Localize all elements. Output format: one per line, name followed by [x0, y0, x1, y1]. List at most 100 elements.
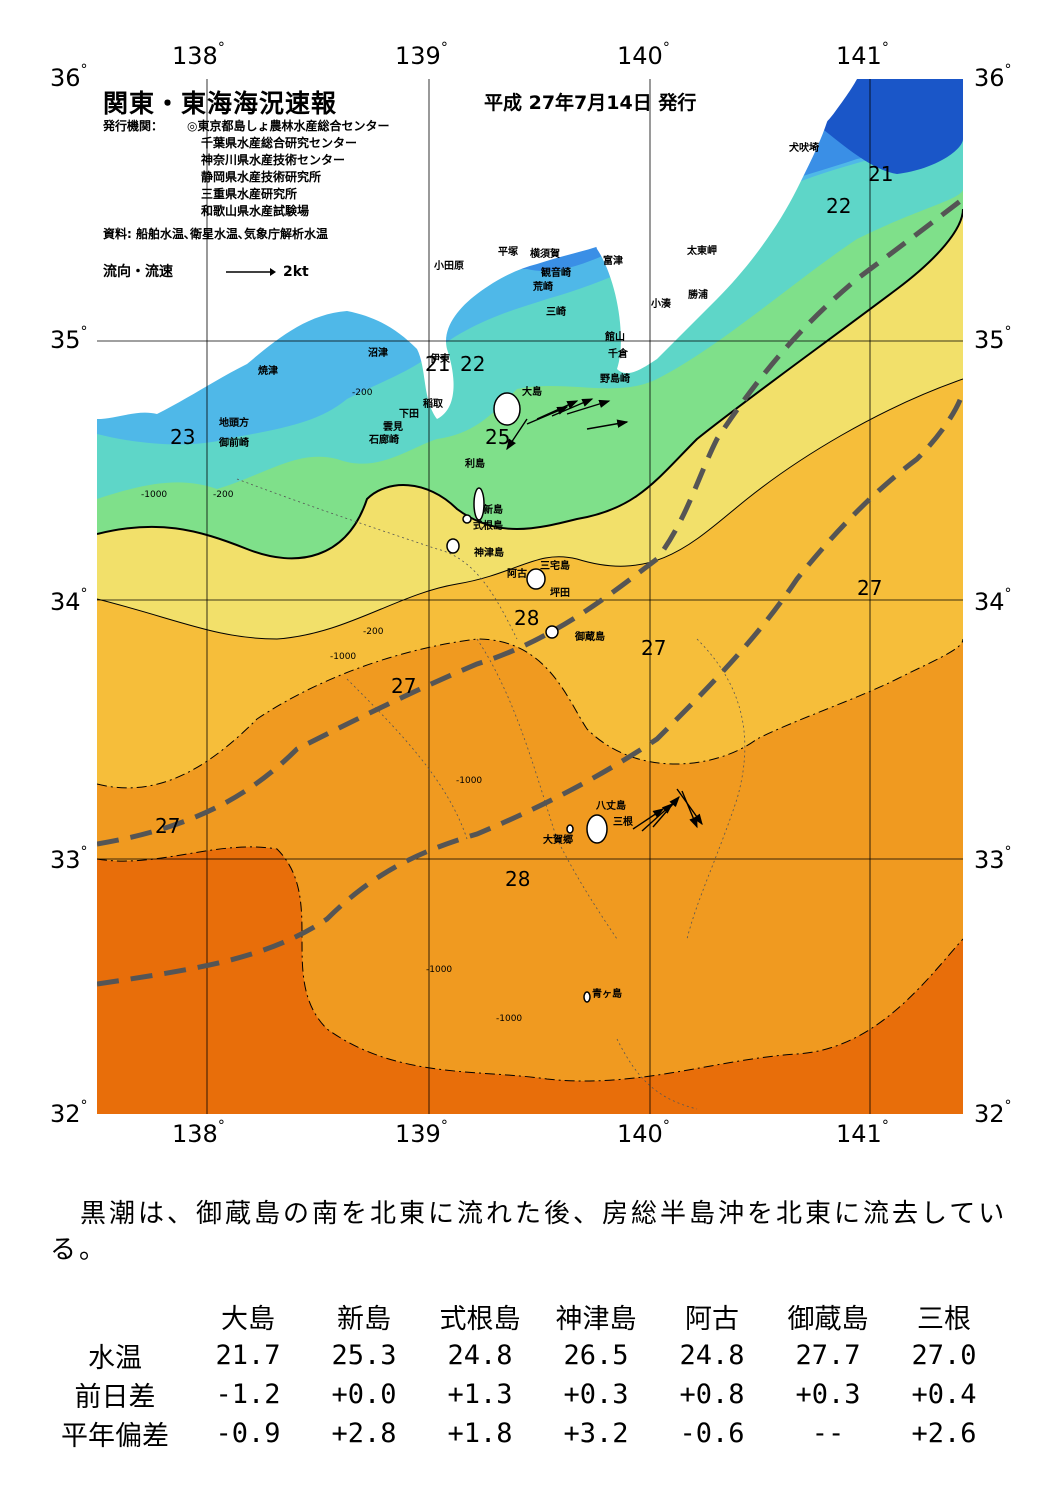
place-label: 御前崎 — [219, 438, 249, 449]
place-label: 三崎 — [546, 307, 566, 318]
place-label: 神津島 — [474, 548, 504, 559]
table-column-header: 式根島 — [439, 1304, 521, 1335]
lat-label-35-right: 35° — [974, 324, 1012, 354]
table-cell: 25.3 — [331, 1340, 397, 1371]
island-oshima — [493, 392, 521, 426]
place-label: 千倉 — [608, 349, 628, 360]
place-label: 犬吠埼 — [789, 143, 819, 154]
depth-label: -1000 — [426, 965, 453, 975]
table-cell: 24.8 — [447, 1340, 513, 1371]
place-label: 小田原 — [434, 261, 464, 272]
lon-label-140-bottom: 140° — [617, 1118, 670, 1148]
lon-label-139: 139° — [395, 40, 448, 70]
isotherm-label: 23 — [170, 425, 196, 449]
lat-label-33: 33° — [50, 844, 88, 874]
table-column-header: 阿古 — [685, 1304, 739, 1335]
table-column-header: 新島 — [337, 1304, 391, 1335]
lat-label-32: 32° — [50, 1098, 88, 1128]
table-column-header: 御蔵島 — [787, 1304, 869, 1335]
current-arrow — [641, 803, 674, 832]
isotherm-label: 25 — [485, 425, 511, 449]
current-arrow — [632, 808, 665, 830]
lat-label-33-right: 33° — [974, 844, 1012, 874]
place-label: 地頭方 — [219, 418, 249, 429]
place-label: 野島崎 — [600, 374, 630, 385]
place-label: 三根 — [613, 817, 633, 828]
current-arrow — [586, 419, 629, 430]
island-hachijo-kojima — [566, 824, 574, 834]
place-label: 太東岬 — [687, 246, 717, 257]
table-cell: 27.7 — [795, 1340, 861, 1371]
place-label: 大島 — [522, 387, 542, 398]
place-label: 利島 — [465, 459, 485, 470]
row-label: 平年偏差 — [61, 1421, 169, 1452]
current-arrows — [506, 398, 703, 832]
current-arrow — [652, 795, 680, 828]
island-miyakejima — [526, 568, 546, 590]
current-arrow — [526, 406, 569, 425]
place-label: 八丈島 — [596, 801, 626, 812]
table-column-header: 三根 — [917, 1304, 971, 1335]
place-label: 石廊崎 — [369, 435, 399, 446]
table-column-header: 神津島 — [555, 1304, 637, 1335]
place-label: 横須賀 — [530, 249, 560, 260]
table-column-header: 大島 — [221, 1304, 275, 1335]
isotherm-label: 27 — [641, 636, 667, 660]
lon-label-138: 138° — [172, 40, 225, 70]
table-cell: -1.2 — [215, 1379, 281, 1410]
lon-label-138-bottom: 138° — [172, 1118, 225, 1148]
lat-label-34-right: 34° — [974, 586, 1012, 616]
place-label: 沼津 — [368, 348, 388, 359]
isotherm-label: 27 — [155, 814, 181, 838]
lat-label-35: 35° — [50, 324, 88, 354]
table-cell: +0.3 — [563, 1379, 629, 1410]
island-hachijojima — [586, 814, 608, 844]
place-label: 館山 — [605, 332, 625, 343]
graticule — [97, 79, 963, 1114]
place-label: 雲見 — [383, 422, 403, 433]
table-cell: 21.7 — [215, 1340, 281, 1371]
place-label: 富津 — [603, 256, 623, 267]
flow-legend-arrow — [226, 268, 276, 276]
place-label: 御蔵島 — [575, 632, 605, 643]
issuer-item: 千葉県水産総合研究センター — [201, 136, 358, 150]
issue-date: 平成 27年7月14日 発行 — [484, 92, 697, 114]
islands — [446, 392, 608, 1003]
lat-label-32-right: 32° — [974, 1098, 1012, 1128]
place-label: 青ヶ島 — [592, 989, 622, 1000]
sea-temperature-map — [97, 79, 963, 1114]
depth-label: -1000 — [456, 776, 483, 786]
island-niijima — [473, 487, 485, 521]
current-arrow — [676, 788, 703, 826]
table-cell: +1.8 — [447, 1418, 513, 1449]
place-label: 式根島 — [473, 521, 503, 532]
depth-label: -1000 — [330, 652, 357, 662]
island-shikinejima — [462, 514, 472, 524]
place-label: 下田 — [399, 409, 419, 420]
isotherms — [97, 208, 963, 1082]
depth-label: -1000 — [496, 1014, 523, 1024]
table-cell: +0.4 — [911, 1379, 977, 1410]
issuer-item: 三重県水産研究所 — [201, 187, 298, 201]
place-label: 小湊 — [651, 299, 671, 310]
page-title: 関東・東海海況速報 — [103, 89, 338, 118]
table-cell: +2.6 — [911, 1418, 977, 1449]
flow-legend-scale: 2kt — [283, 264, 309, 280]
lon-label-141-bottom: 141° — [836, 1118, 889, 1148]
isotherm-label: 27 — [391, 674, 417, 698]
table-cell: +3.2 — [563, 1418, 629, 1449]
place-label: 阿古 — [507, 569, 527, 580]
island-aogashima — [583, 991, 591, 1003]
issuer-list: ◎東京都島しょ農林水産総合センター 千葉県水産総合研究センター 神奈川県水産技術… — [187, 118, 389, 220]
lon-label-139-bottom: 139° — [395, 1118, 448, 1148]
depth-label: -1000 — [141, 490, 168, 500]
place-label: 三宅島 — [540, 561, 570, 572]
place-label: 坪田 — [550, 588, 570, 599]
isotherm-label: 28 — [514, 606, 540, 630]
issuer-item: 静岡県水産技術研究所 — [201, 170, 322, 184]
isotherm-label: 22 — [826, 194, 852, 218]
depth-contours — [236, 478, 746, 1110]
table-cell: +2.8 — [331, 1418, 397, 1449]
table-row: 水温 21.7 25.3 24.8 26.5 24.8 27.7 27.0 — [40, 1336, 1002, 1375]
table-cell: +1.3 — [447, 1379, 513, 1410]
